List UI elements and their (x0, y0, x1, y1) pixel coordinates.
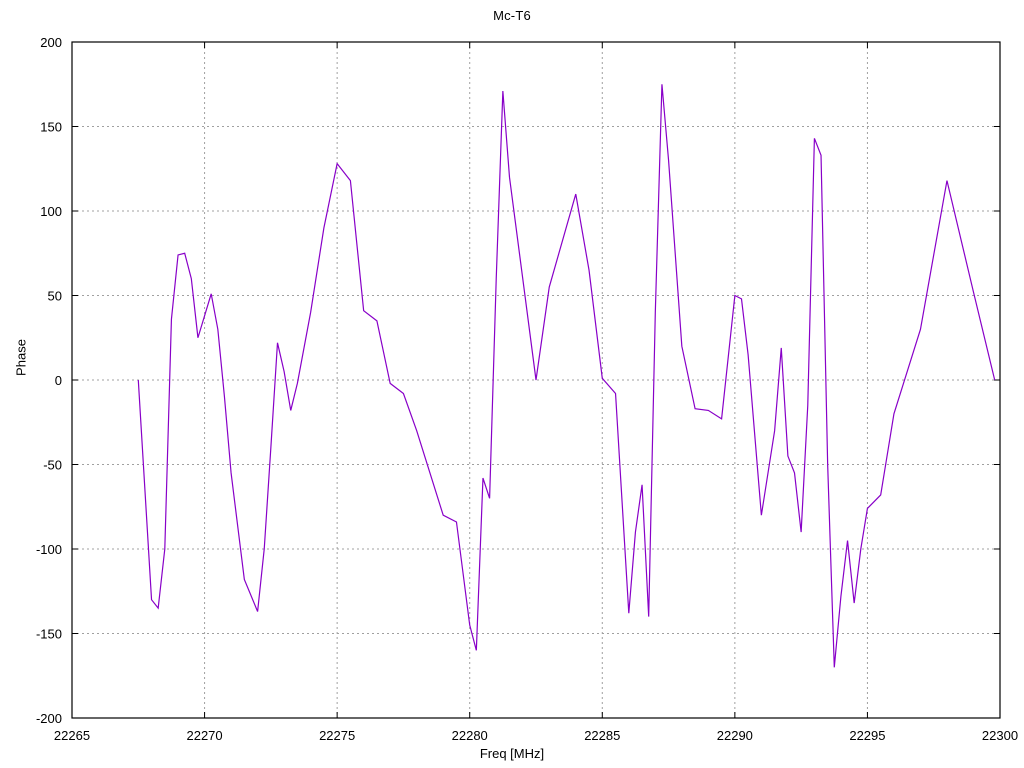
y-tick-label: -150 (36, 627, 62, 642)
x-tick-label: 22300 (982, 728, 1018, 743)
plot-frame (71, 41, 1001, 719)
y-tick-label: 100 (40, 204, 62, 219)
y-tick-label: -50 (43, 458, 62, 473)
plot-border (71, 41, 1001, 719)
x-tick-label: 22290 (717, 728, 753, 743)
data-line-phase (137, 84, 996, 668)
x-tick-label: 22275 (319, 728, 355, 743)
x-tick-label: 22280 (452, 728, 488, 743)
x-tick-label: 22295 (849, 728, 885, 743)
y-tick-label: 50 (48, 289, 62, 304)
x-tick-label: 22270 (186, 728, 222, 743)
y-tick-label: 150 (40, 120, 62, 135)
chart-title: Mc-T6 (493, 8, 531, 23)
y-tick-label: -200 (36, 711, 62, 726)
tick-labels: 22265 22270 22275 22280 22285 22290 22295 22300… (36, 35, 1018, 743)
y-tick-label: 0 (55, 373, 62, 388)
x-tick-label: 22285 (584, 728, 620, 743)
data-series-layer (137, 84, 996, 668)
x-tick-label: 22265 (54, 728, 90, 743)
y-tick-label: 200 (40, 35, 62, 50)
y-tick-label: -100 (36, 542, 62, 557)
x-axis-label: Freq [MHz] (479, 746, 545, 761)
